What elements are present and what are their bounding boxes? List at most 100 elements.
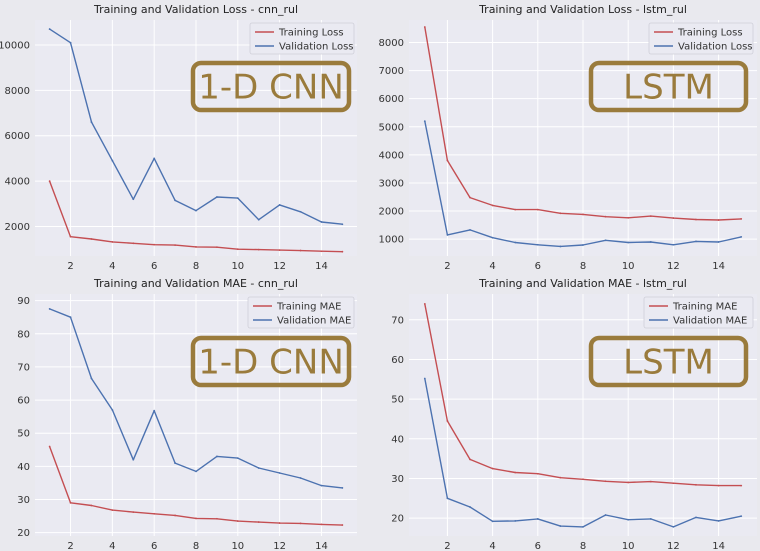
data-point — [278, 204, 281, 206]
data-point — [48, 308, 51, 310]
data-point — [446, 234, 449, 236]
data-point — [48, 180, 51, 183]
data-point — [469, 506, 471, 508]
data-point — [514, 241, 517, 244]
data-point — [111, 409, 114, 411]
data-point — [236, 248, 239, 251]
annotation-box — [588, 335, 749, 388]
chart-panel-3: 2 4 6 8 10 12 14 20 30 40 50 60 70 80 90 Training and V… — [17, 277, 357, 551]
data-point — [153, 243, 156, 246]
data-point — [320, 484, 323, 487]
data-point — [341, 223, 344, 226]
y-tick-label: 60 — [391, 355, 404, 366]
legend: Training Loss Validation Loss — [648, 22, 754, 55]
data-point — [48, 28, 51, 30]
data-point — [257, 521, 260, 523]
data-point — [174, 199, 176, 202]
chart-panel-2: 2 4 6 8 10 12 14 1000 2000 3000 4000 5000 6000 7000 80… — [379, 3, 757, 272]
data-point — [90, 238, 93, 240]
data-point — [299, 522, 302, 525]
legend: Training MAE Validation MAE — [247, 296, 355, 329]
legend-box — [648, 22, 754, 55]
y-tick-label: 80 — [17, 329, 30, 340]
legend-label: Validation Loss — [678, 42, 753, 53]
data-point — [582, 213, 584, 216]
y-tick-label: 60 — [17, 396, 30, 407]
data-point — [446, 159, 449, 162]
data-point — [236, 520, 239, 522]
x-tick-label: 8 — [193, 261, 199, 272]
data-point — [111, 241, 114, 243]
data-point — [423, 26, 426, 28]
chart-panel-4: 2 4 6 8 10 12 14 20 30 40 50 60 70 Training and Valid… — [391, 277, 757, 551]
data-point — [216, 246, 218, 249]
x-tick-label: 14 — [315, 541, 328, 551]
data-point — [536, 472, 539, 475]
data-point — [740, 235, 743, 238]
data-point — [695, 483, 697, 486]
y-tick-label: 2000 — [5, 222, 30, 233]
data-point — [216, 517, 218, 520]
y-tick-label: 1000 — [379, 235, 404, 246]
data-point — [491, 467, 494, 470]
legend: Training MAE Validation MAE — [643, 296, 754, 329]
y-tick-label: 50 — [391, 395, 404, 406]
data-point — [536, 243, 539, 246]
data-point — [740, 218, 743, 220]
data-point — [216, 455, 218, 458]
model-annotation: 1-D CNN — [190, 60, 352, 113]
data-point — [132, 458, 135, 461]
data-point — [69, 316, 72, 319]
y-tick-label: 7000 — [379, 66, 404, 77]
y-tick-label: 3000 — [379, 178, 404, 189]
data-point — [627, 481, 630, 484]
data-point — [446, 420, 449, 422]
data-point — [717, 520, 720, 522]
data-point — [195, 517, 197, 520]
data-point — [717, 484, 720, 487]
data-point — [423, 303, 426, 305]
x-tick-label: 14 — [712, 541, 725, 551]
data-point — [695, 240, 697, 243]
data-point — [111, 509, 114, 512]
data-point — [491, 520, 494, 523]
x-tick-label: 6 — [151, 261, 157, 272]
x-tick-label: 12 — [273, 261, 286, 272]
y-tick-label: 40 — [17, 462, 30, 473]
data-point — [90, 121, 93, 124]
data-point — [627, 241, 630, 244]
legend-label: Training MAE — [276, 302, 341, 313]
x-tick-label: 4 — [109, 541, 115, 551]
y-tick-label: 2000 — [379, 207, 404, 218]
data-point — [236, 457, 239, 459]
x-tick-label: 4 — [489, 541, 495, 551]
x-tick-label: 12 — [667, 261, 680, 272]
chart-title: Training and Validation MAE - lstm_rul — [478, 277, 687, 290]
y-tick-label: 8000 — [379, 38, 404, 49]
legend-box — [643, 296, 754, 329]
data-point — [195, 470, 197, 473]
data-point — [299, 477, 302, 479]
data-point — [469, 196, 471, 199]
legend-label: Training Loss — [677, 28, 743, 39]
annotation-label: LSTM — [623, 68, 714, 108]
x-tick-label: 4 — [489, 261, 495, 272]
data-point — [649, 480, 652, 483]
y-tick-label: 30 — [391, 474, 404, 485]
y-tick-label: 10000 — [0, 40, 30, 51]
data-point — [717, 241, 720, 243]
data-point — [559, 212, 562, 215]
chart-title: Training and Validation MAE - cnn_rul — [93, 277, 298, 290]
annotation-box — [190, 60, 352, 113]
data-point — [559, 525, 562, 527]
data-point — [717, 219, 720, 221]
data-point — [582, 525, 584, 528]
data-point — [582, 478, 584, 481]
data-point — [559, 245, 562, 248]
model-annotation: LSTM — [588, 60, 749, 113]
data-point — [536, 518, 539, 520]
data-point — [672, 243, 675, 246]
data-point — [132, 198, 135, 201]
data-point — [514, 520, 517, 522]
data-point — [536, 208, 539, 211]
